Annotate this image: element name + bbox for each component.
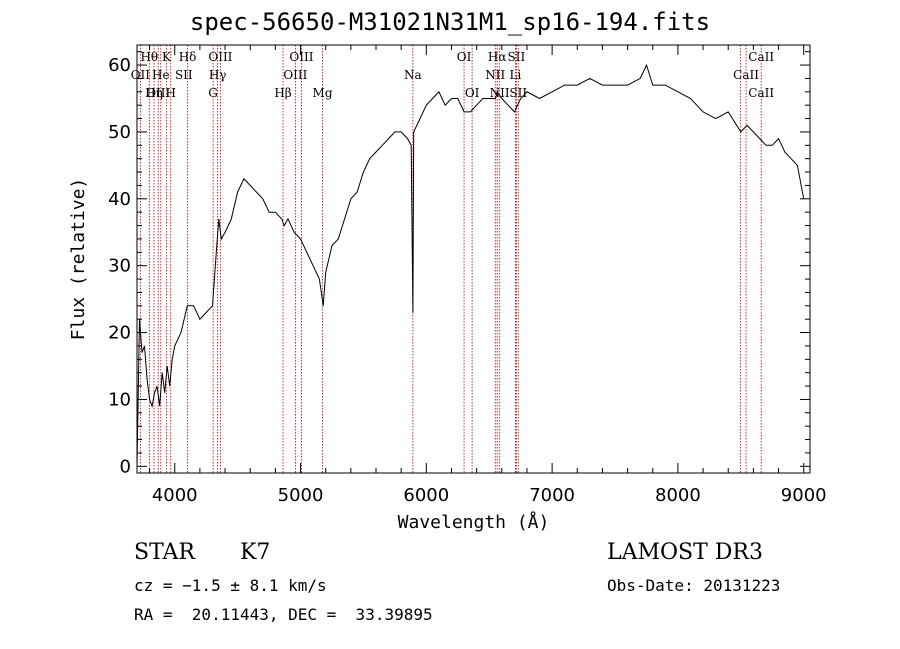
line-label: OI [457, 50, 472, 64]
line-label: K [162, 50, 172, 64]
y-tick-label: 50 [108, 122, 131, 143]
line-label: He [152, 68, 170, 82]
x-axis-label: Wavelength (Å) [398, 511, 550, 533]
line-label: NII [485, 68, 505, 82]
line-label: Na [404, 68, 422, 82]
line-label: NII [490, 86, 510, 100]
line-label: SII [175, 68, 193, 82]
y-tick-label: 60 [108, 55, 131, 76]
line-label: Hγ [209, 68, 227, 82]
line-label: Mg [313, 86, 333, 100]
line-label: SII [509, 86, 527, 100]
line-label: OIII [289, 50, 313, 64]
x-tick-label: 5000 [278, 485, 324, 506]
subclass: K7 [240, 540, 271, 565]
line-markers [139, 45, 762, 473]
y-tick-label: 10 [108, 389, 131, 410]
line-label: OIII [146, 86, 170, 100]
cz-value: cz = −1.5 ± 8.1 km/s [134, 576, 327, 595]
line-label: CaII [748, 50, 774, 64]
y-tick-label: 40 [108, 189, 131, 210]
line-label: CaII [733, 68, 759, 82]
y-axis-label: Flux (relative) [68, 178, 89, 341]
line-label: H [165, 86, 175, 100]
x-tick-label: 7000 [529, 485, 575, 506]
line-label: Hδ [179, 50, 197, 64]
x-tick-label: 6000 [403, 485, 449, 506]
line-label: OI [465, 86, 480, 100]
coordinates: RA = 20.11443, DEC = 33.39895 [134, 605, 433, 624]
line-label: G [208, 86, 218, 100]
line-label: Hβ [274, 86, 291, 100]
line-label: SII [508, 50, 526, 64]
x-axis-ticks: 4000 5000 6000 7000 8000 9000 [149, 45, 827, 506]
y-tick-label: 20 [108, 323, 131, 344]
line-label: Li [509, 68, 521, 82]
line-label: OII [131, 68, 151, 82]
line-label: Hα [488, 50, 507, 64]
line-label: Hθ [140, 50, 158, 64]
line-label: Hη [145, 86, 163, 100]
line-label: OIII [283, 68, 307, 82]
line-label: CaII [748, 86, 774, 100]
y-tick-label: 0 [120, 456, 131, 477]
y-tick-label: 30 [108, 256, 131, 277]
spectrum-line [136, 63, 805, 467]
object-class: STAR [134, 540, 195, 565]
plot-frame [136, 44, 811, 474]
x-tick-label: 8000 [655, 485, 701, 506]
chart-title: spec-56650-M31021N31M1_sp16-194.fits [189, 8, 711, 36]
x-tick-label: 9000 [781, 485, 827, 506]
x-tick-label: 4000 [152, 485, 198, 506]
survey-name: LAMOST DR3 [607, 540, 763, 565]
y-axis-ticks: 0 10 20 30 40 50 60 [108, 51, 810, 477]
obs-date: Obs-Date: 20131223 [607, 576, 781, 595]
line-label: OIII [208, 50, 232, 64]
